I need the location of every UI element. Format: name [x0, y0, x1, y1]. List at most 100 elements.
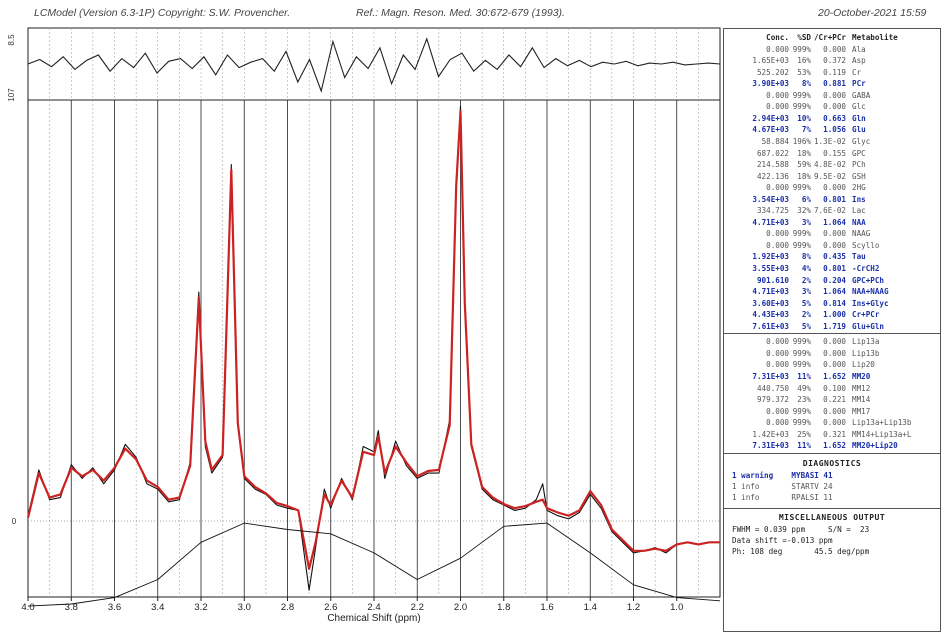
cell-sd: 2%	[801, 275, 811, 285]
diagnostic-line: 1 info STARTV 24	[732, 481, 833, 491]
cell-sd: 8%	[801, 79, 811, 89]
cell-sd: 18%	[797, 171, 811, 181]
metabolite-row: 0.000 999% 0.000 Ala	[724, 44, 940, 55]
cell-cr: 0.221	[823, 395, 846, 405]
cell-met: Lip13a	[852, 337, 880, 347]
cell-sd: 999%	[792, 348, 811, 358]
cell-cr: 0.663	[823, 113, 846, 123]
lipid-row: 0.000 999% 0.000 Lip13a+Lip13b	[724, 417, 940, 428]
cell-cr: 1.000	[823, 310, 846, 320]
cell-met: GPC+PCh	[852, 275, 885, 285]
y-tick-label: 0	[12, 517, 17, 526]
cell-sd: 3%	[801, 217, 811, 227]
program-title: LCModel (Version 6.3-1P) Copyright: S.W.…	[34, 7, 291, 19]
cell-conc: 0.000	[766, 183, 789, 193]
metabolite-row: 901.610 2% 0.204 GPC+PCh	[724, 275, 940, 286]
x-tick-label: 3.8	[65, 602, 78, 613]
cell-sd: 18%	[797, 148, 811, 158]
cell-cr: 4.8E-02	[813, 160, 846, 170]
cell-cr: 0.000	[823, 183, 846, 193]
cell-sd: 23%	[797, 395, 811, 405]
cell-met: GPC	[852, 148, 866, 158]
fit-spectrum-line	[26, 110, 720, 570]
x-tick-label: 3.2	[194, 602, 207, 613]
cell-conc: 3.55E+03	[752, 264, 789, 273]
cell-met: Ins+Glyc	[852, 298, 889, 308]
cell-cr: 0.000	[823, 90, 846, 100]
cell-met: Lip20	[852, 360, 875, 370]
cell-sd: 59%	[797, 160, 811, 170]
concentration-table: Conc. %SD/Cr+PCr Metabolite 0.000 999% 0.000 A…	[723, 28, 941, 632]
cell-met: MM17	[852, 406, 871, 416]
x-tick-label: 4.0	[21, 602, 34, 613]
cell-sd: 53%	[797, 67, 811, 77]
metabolite-row: 4.43E+03 2% 1.000 Cr+PCr	[724, 309, 940, 320]
cell-met: Lip13a+Lip13b	[852, 418, 912, 428]
cell-cr: 0.000	[823, 406, 846, 416]
cell-sd: 6%	[801, 194, 811, 204]
x-tick-label: 2.2	[411, 602, 424, 613]
cell-sd: 25%	[797, 429, 811, 439]
metabolite-row: 0.000 999% 0.000 Glc	[724, 101, 940, 112]
cell-conc: 1.65E+03	[752, 56, 789, 66]
table-header-row: Conc. %SD/Cr+PCr Metabolite	[724, 32, 940, 43]
cell-met: Cr	[852, 67, 862, 77]
cell-cr: 7.6E-02	[813, 206, 846, 216]
cell-met: MM14+Lip13a+L	[852, 429, 912, 439]
cell-conc: 2.94E+03	[752, 113, 789, 123]
residual-line	[27, 37, 721, 93]
cell-met: GSH	[852, 171, 866, 181]
metabolite-row: 4.71E+03 3% 1.064 NAA	[724, 217, 940, 228]
misc-output-line: FWHM = 0.039 ppm S/N = 23	[732, 524, 870, 534]
cell-conc: 3.54E+03	[752, 194, 789, 204]
cell-sd: 11%	[797, 441, 811, 451]
cell-cr: 0.000	[823, 44, 846, 54]
diagnostic-line: 1 info RPALSI 11	[732, 492, 833, 502]
cell-met: MM20	[852, 371, 871, 381]
cell-sd: 16%	[797, 56, 811, 66]
metabolite-row: 0.000 999% 0.000 GABA	[724, 90, 940, 101]
lipid-row: 0.000 999% 0.000 Lip20	[724, 359, 940, 370]
cell-sd: 4%	[801, 264, 811, 273]
residual-top-label: 8.5	[7, 34, 16, 46]
metabolite-row: 214.588 59% 4.8E-02 PCh	[724, 159, 940, 170]
cell-conc: 0.000	[766, 406, 789, 416]
cell-met: Cr+PCr	[852, 310, 880, 320]
x-tick-label: 1.4	[584, 602, 597, 613]
cell-conc: 1.42E+03	[752, 429, 789, 439]
diagnostic-line: 1 warning MYBASI 41	[732, 470, 833, 480]
lipid-row: 7.31E+03 11% 1.652 MM20+Lip20	[724, 440, 940, 451]
metabolite-row: 3.55E+03 4% 0.801 -CrCH2	[724, 263, 940, 274]
cell-met: Ala	[852, 44, 866, 54]
lipid-row: 1.42E+03 25% 0.321 MM14+Lip13a+L	[724, 429, 940, 440]
cell-conc: 0.000	[766, 337, 789, 347]
cell-sd: 999%	[792, 183, 811, 193]
cell-cr: 0.000	[823, 360, 846, 370]
cell-conc: 687.022	[756, 148, 789, 158]
cell-sd: 10%	[797, 113, 811, 123]
table-separator	[724, 333, 940, 335]
metabolite-row: 2.94E+03 10% 0.663 Gln	[724, 113, 940, 124]
cell-sd: 196%	[792, 136, 811, 146]
cell-conc: 440.750	[756, 383, 789, 393]
cell-conc: 4.43E+03	[752, 310, 789, 320]
cell-conc: 214.588	[756, 160, 789, 170]
lipid-row: 0.000 999% 0.000 Lip13a	[724, 336, 940, 347]
cell-sd: 999%	[792, 240, 811, 250]
cell-conc: 58.884	[761, 136, 789, 146]
x-tick-label: 1.8	[497, 602, 510, 613]
cell-sd: 999%	[792, 229, 811, 239]
x-tick-label: 2.6	[324, 602, 337, 613]
cell-conc: 4.71E+03	[752, 217, 789, 227]
cell-met: Metabolite	[852, 33, 898, 42]
cell-met: -CrCH2	[852, 264, 880, 273]
metabolite-row: 4.71E+03 3% 1.064 NAA+NAAG	[724, 286, 940, 297]
metabolite-row: 7.61E+03 5% 1.719 Glu+Gln	[724, 321, 940, 332]
cell-conc: 334.725	[756, 206, 789, 216]
diagnostics-title: DIAGNOSTICS	[802, 458, 862, 468]
cell-met: PCh	[852, 160, 866, 170]
cell-met: MM14	[852, 395, 871, 405]
metabolite-row: 525.202 53% 0.119 Cr	[724, 67, 940, 78]
cell-cr: 0.000	[823, 102, 846, 112]
cell-cr: 0.100	[823, 383, 846, 393]
